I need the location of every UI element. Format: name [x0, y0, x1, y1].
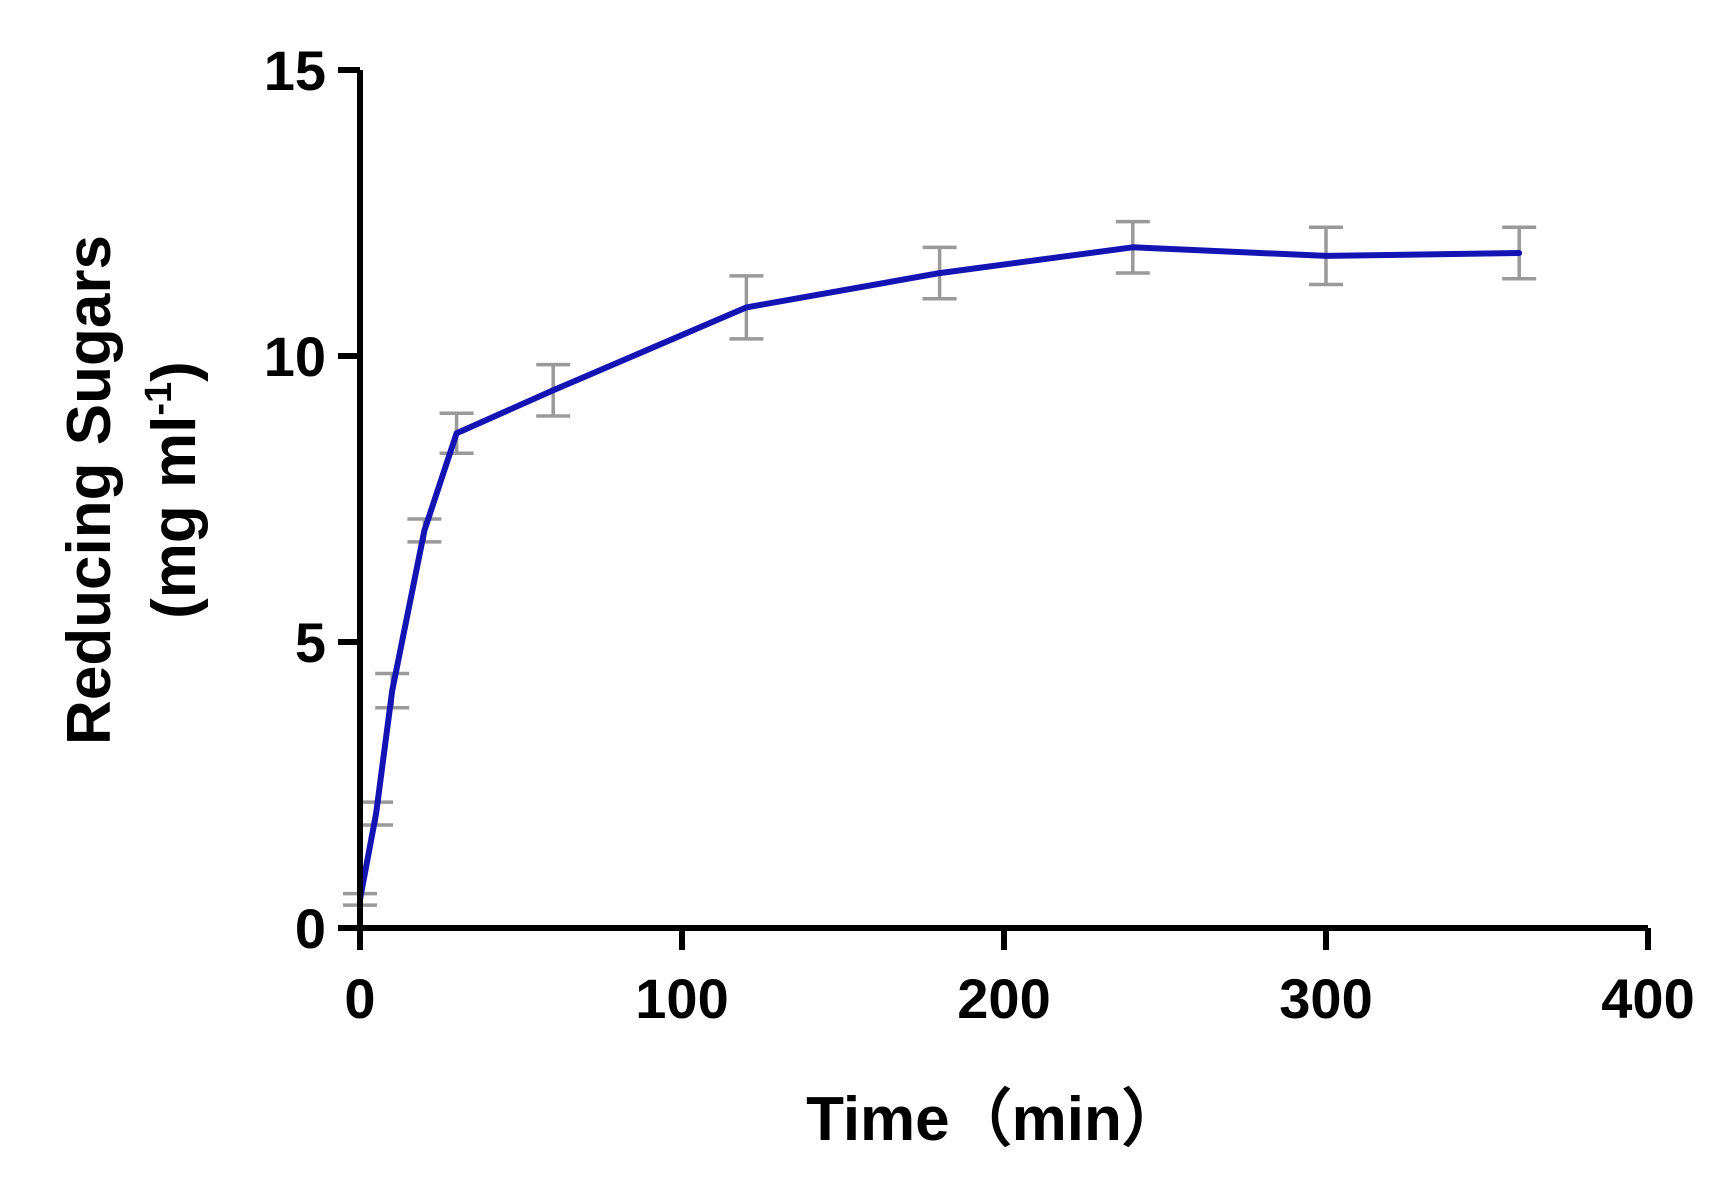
y-tick-label: 0 [295, 897, 326, 960]
y-tick-label: 10 [264, 325, 326, 388]
x-tick-label: 200 [957, 967, 1050, 1030]
x-axis-title: Time（min） [806, 1084, 1184, 1154]
y-axis-title-unit: (mg ml [140, 416, 209, 619]
x-axis-ticks: 0 100 200 300 400 [344, 928, 1695, 1030]
x-tick-label: 300 [1279, 967, 1372, 1030]
y-tick-label: 15 [264, 39, 326, 102]
y-axis-title-line1: Reducing Sugars [55, 235, 124, 745]
error-bars [343, 219, 1537, 907]
y-tick-label: 5 [295, 611, 326, 674]
y-axis-ticks: 0 5 10 15 [264, 39, 360, 960]
axes [357, 70, 1648, 931]
x-tick-label: 100 [635, 967, 728, 1030]
y-axis-title-exponent: -1 [138, 382, 180, 416]
x-tick-label: 0 [344, 967, 375, 1030]
series-line [357, 244, 1523, 903]
y-axis-title: Reducing Sugars (mg ml-1) [55, 235, 209, 745]
axes-frame [357, 70, 1648, 931]
y-axis-title-line2: (mg ml-1) [138, 361, 209, 619]
x-tick-label: 400 [1601, 967, 1694, 1030]
y-axis-title-close: ) [140, 361, 209, 382]
